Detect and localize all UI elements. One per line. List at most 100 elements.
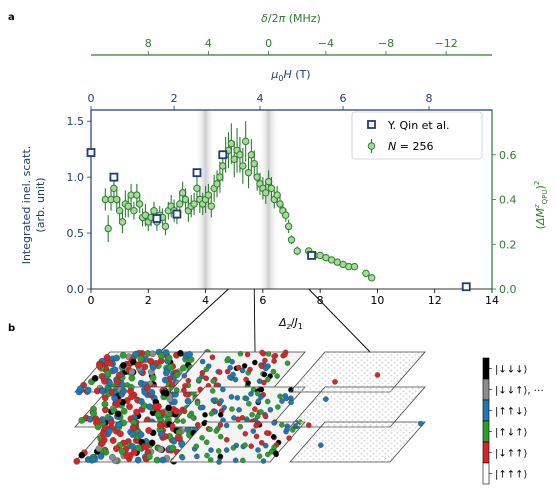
point-n256 (369, 275, 375, 281)
state-legend: |↓↓↓⟩|↓↓↑⟩, ⋯|↑↑↓⟩|↑↓↑⟩|↓↑↑⟩|↑↑↑⟩ (483, 358, 544, 484)
point-n256 (208, 203, 214, 209)
lattice-site (117, 431, 123, 437)
lattice-site (79, 452, 85, 458)
point-n256 (245, 169, 251, 175)
lattice-site (286, 436, 291, 441)
lattice-site (129, 375, 135, 381)
lattice-site (275, 404, 280, 409)
lattice-site (109, 454, 115, 460)
lattice-site (224, 437, 229, 442)
lattice-site (244, 396, 249, 401)
lattice-site (138, 356, 144, 362)
lattice-site (194, 444, 199, 449)
lattice-site (120, 362, 126, 368)
lattice-site (174, 387, 179, 392)
lattice-site (74, 458, 80, 464)
top-axis-field: 0 2 4 6 8 (88, 92, 493, 110)
lattice-site (283, 393, 288, 398)
lattice-site (144, 384, 150, 390)
point-n256 (205, 192, 211, 198)
lattice-site (175, 434, 181, 440)
lattice-site (251, 428, 256, 433)
lattice-site (90, 456, 96, 462)
lattice-site (135, 362, 141, 368)
point-n256 (194, 185, 200, 191)
lattice-site (195, 400, 200, 405)
lattice-site (231, 445, 236, 450)
point-n256 (214, 181, 220, 187)
lattice-site (255, 447, 260, 452)
lattice-site (102, 407, 108, 413)
lattice-site (273, 450, 278, 455)
lattice-site (277, 394, 282, 399)
lattice-site (180, 365, 186, 371)
lattice-site (181, 387, 186, 392)
lattice-plane (290, 422, 425, 462)
lattice-site (167, 396, 173, 402)
lattice-site (236, 365, 241, 370)
lattice-site (268, 407, 273, 412)
lattice-site (116, 372, 122, 378)
lattice-site (112, 395, 118, 401)
lattice-site (210, 388, 215, 393)
lattice-site (155, 411, 161, 417)
point-n256 (351, 263, 357, 269)
lattice-site (209, 411, 214, 416)
lattice-site (271, 434, 276, 439)
state-label-2: |↑↑↓⟩ (495, 407, 528, 418)
lattice-site (243, 431, 248, 436)
lattice-site (249, 412, 254, 417)
lattice-site (116, 421, 122, 427)
lattice-site (182, 409, 187, 414)
lattice-site (202, 421, 207, 426)
lattice-site (191, 415, 196, 420)
lattice-site (306, 423, 311, 428)
lattice-site (246, 401, 251, 406)
lattice-site (120, 388, 126, 394)
lattice-site (271, 420, 276, 425)
top-field-tick-label: 0 (88, 92, 95, 105)
y-axis-left: 0.0 0.5 1.0 1.5 (67, 110, 92, 296)
lattice-site (259, 440, 264, 445)
lattice-site (229, 406, 234, 411)
lattice-site (157, 422, 163, 428)
state-label-4: |↓↑↑⟩ (495, 449, 528, 460)
lattice-site (318, 443, 323, 448)
lattice-site (101, 378, 107, 384)
lattice-site (163, 370, 169, 376)
point-n256 (263, 190, 269, 196)
lattice-site (255, 414, 260, 419)
lattice-site (265, 399, 270, 404)
top-field-tick-label: 6 (340, 92, 347, 105)
point-n256 (125, 203, 131, 209)
x-tick-label: 2 (145, 294, 152, 307)
y-left-tick-label: 0.5 (67, 227, 85, 240)
lattice-site (229, 394, 234, 399)
lattice-site (263, 366, 268, 371)
lattice-site (375, 372, 380, 377)
lattice-site (149, 389, 155, 395)
top-delta-tick-label: −12 (435, 37, 458, 50)
point-n256 (114, 196, 120, 202)
y-left-tick-label: 1.0 (67, 171, 85, 184)
lattice-site (282, 352, 287, 357)
lattice-site (332, 379, 337, 384)
lattice-site (105, 370, 111, 376)
lattice-site (246, 380, 251, 385)
lattice-site (236, 407, 241, 412)
lattice-site (124, 452, 130, 458)
state-color-4 (483, 442, 489, 463)
lattice-site (208, 457, 213, 462)
lattice-site (180, 455, 185, 460)
lattice-site (238, 351, 243, 356)
state-color-2 (483, 400, 489, 421)
top-field-tick-label: 2 (171, 92, 178, 105)
lattice-site (157, 446, 163, 452)
lattice-sheet-2-0 (290, 352, 425, 392)
point-n256 (242, 138, 248, 144)
y-right-tick-label: 0.0 (499, 283, 517, 296)
state-color-3 (483, 421, 489, 442)
top-field-tick-label: 8 (425, 92, 432, 105)
lattice-site (240, 458, 245, 463)
x-tick-label: 12 (428, 294, 442, 307)
